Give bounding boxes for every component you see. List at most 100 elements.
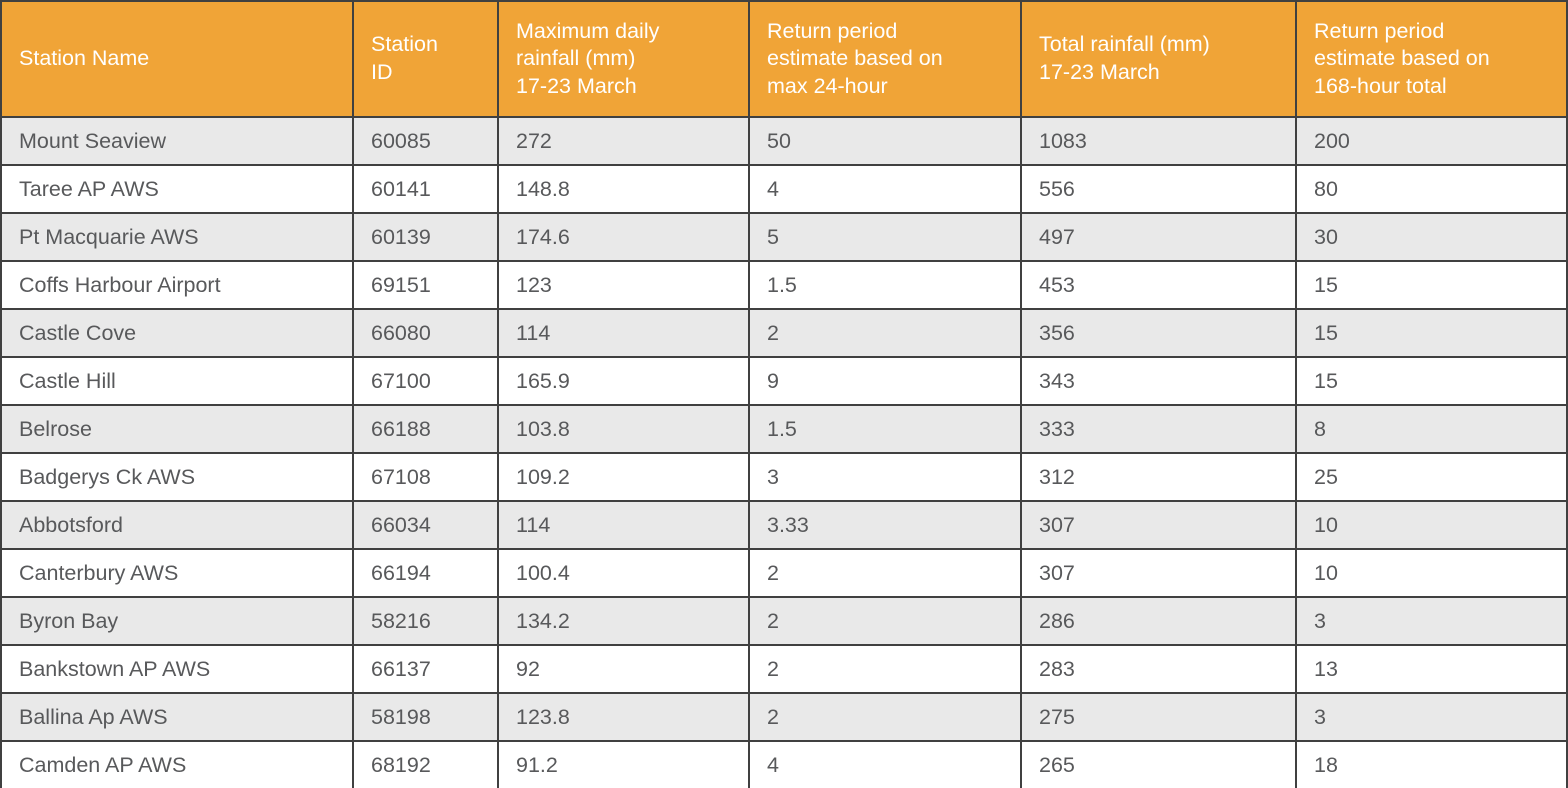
table-cell: 5 xyxy=(748,212,1022,262)
table-cell: 50 xyxy=(748,116,1022,166)
table-cell: 283 xyxy=(1020,644,1297,694)
table-cell: 272 xyxy=(497,116,750,166)
table-cell: 18 xyxy=(1295,740,1568,788)
table-cell: Castle Cove xyxy=(0,308,354,358)
table-cell: 69151 xyxy=(352,260,499,310)
table-cell: 2 xyxy=(748,644,1022,694)
table-cell: 343 xyxy=(1020,356,1297,406)
table-cell: Bankstown AP AWS xyxy=(0,644,354,694)
table-cell: 10 xyxy=(1295,548,1568,598)
table-cell: 114 xyxy=(497,500,750,550)
table-cell: 103.8 xyxy=(497,404,750,454)
column-header-return-period-24h: Return period estimate based on max 24-h… xyxy=(748,0,1022,118)
table-cell: 25 xyxy=(1295,452,1568,502)
table-cell: 15 xyxy=(1295,356,1568,406)
table-row: Ballina Ap AWS 58198 123.8 2 275 3 xyxy=(0,692,1568,742)
table-cell: 165.9 xyxy=(497,356,750,406)
table-cell: Coffs Harbour Airport xyxy=(0,260,354,310)
table-cell: 3 xyxy=(1295,596,1568,646)
table-cell: Camden AP AWS xyxy=(0,740,354,788)
table-cell: 66188 xyxy=(352,404,499,454)
table-cell: 3 xyxy=(748,452,1022,502)
table-row: Badgerys Ck AWS 67108 109.2 3 312 25 xyxy=(0,452,1568,502)
table-row: Castle Hill 67100 165.9 9 343 15 xyxy=(0,356,1568,406)
table-row: Camden AP AWS 68192 91.2 4 265 18 xyxy=(0,740,1568,788)
table-cell: 4 xyxy=(748,164,1022,214)
table-cell: Taree AP AWS xyxy=(0,164,354,214)
table-cell: Mount Seaview xyxy=(0,116,354,166)
table-cell: 66194 xyxy=(352,548,499,598)
table-row: Taree AP AWS 60141 148.8 4 556 80 xyxy=(0,164,1568,214)
table-cell: Badgerys Ck AWS xyxy=(0,452,354,502)
column-header-total-rainfall: Total rainfall (mm) 17-23 March xyxy=(1020,0,1297,118)
table-cell: 66080 xyxy=(352,308,499,358)
table-cell: 109.2 xyxy=(497,452,750,502)
table-cell: 92 xyxy=(497,644,750,694)
table-header: Station Name Station ID Maximum daily ra… xyxy=(0,0,1568,118)
table-cell: 4 xyxy=(748,740,1022,788)
table-cell: 307 xyxy=(1020,500,1297,550)
table-cell: 123 xyxy=(497,260,750,310)
table-cell: Pt Macquarie AWS xyxy=(0,212,354,262)
table-cell: 286 xyxy=(1020,596,1297,646)
table-cell: 174.6 xyxy=(497,212,750,262)
table-cell: 66034 xyxy=(352,500,499,550)
table-cell: 9 xyxy=(748,356,1022,406)
table-row: Canterbury AWS 66194 100.4 2 307 10 xyxy=(0,548,1568,598)
table-cell: 15 xyxy=(1295,308,1568,358)
table-cell: 60085 xyxy=(352,116,499,166)
table-cell: Ballina Ap AWS xyxy=(0,692,354,742)
table-cell: 2 xyxy=(748,692,1022,742)
table-cell: 275 xyxy=(1020,692,1297,742)
table-cell: 265 xyxy=(1020,740,1297,788)
table-cell: 8 xyxy=(1295,404,1568,454)
table-cell: 114 xyxy=(497,308,750,358)
table-cell: 356 xyxy=(1020,308,1297,358)
column-header-station-id: Station ID xyxy=(352,0,499,118)
table-cell: 60139 xyxy=(352,212,499,262)
table-cell: 67108 xyxy=(352,452,499,502)
table-cell: 91.2 xyxy=(497,740,750,788)
table-cell: 148.8 xyxy=(497,164,750,214)
table-cell: 15 xyxy=(1295,260,1568,310)
header-row: Station Name Station ID Maximum daily ra… xyxy=(0,0,1568,118)
table-cell: 134.2 xyxy=(497,596,750,646)
table-cell: 2 xyxy=(748,596,1022,646)
table-cell: 13 xyxy=(1295,644,1568,694)
table-cell: 60141 xyxy=(352,164,499,214)
table-cell: 2 xyxy=(748,548,1022,598)
table-cell: 80 xyxy=(1295,164,1568,214)
table-row: Castle Cove 66080 114 2 356 15 xyxy=(0,308,1568,358)
table-cell: 100.4 xyxy=(497,548,750,598)
table-row: Byron Bay 58216 134.2 2 286 3 xyxy=(0,596,1568,646)
table-cell: 68192 xyxy=(352,740,499,788)
table-row: Bankstown AP AWS 66137 92 2 283 13 xyxy=(0,644,1568,694)
table-cell: 200 xyxy=(1295,116,1568,166)
table-cell: 1.5 xyxy=(748,260,1022,310)
table-body: Mount Seaview 60085 272 50 1083 200 Taree AP A… xyxy=(0,116,1568,788)
table-cell: 123.8 xyxy=(497,692,750,742)
table-row: Mount Seaview 60085 272 50 1083 200 xyxy=(0,116,1568,166)
table-cell: Byron Bay xyxy=(0,596,354,646)
table-cell: 556 xyxy=(1020,164,1297,214)
table-cell: 453 xyxy=(1020,260,1297,310)
table-cell: 312 xyxy=(1020,452,1297,502)
table-cell: Abbotsford xyxy=(0,500,354,550)
table-row: Pt Macquarie AWS 60139 174.6 5 497 30 xyxy=(0,212,1568,262)
table-cell: Belrose xyxy=(0,404,354,454)
table-cell: 30 xyxy=(1295,212,1568,262)
column-header-return-period-168h: Return period estimate based on 168-hour… xyxy=(1295,0,1568,118)
column-header-max-daily-rainfall: Maximum daily rainfall (mm) 17-23 March xyxy=(497,0,750,118)
table-cell: 66137 xyxy=(352,644,499,694)
column-header-station-name: Station Name xyxy=(0,0,354,118)
table-cell: 58216 xyxy=(352,596,499,646)
table-cell: 3.33 xyxy=(748,500,1022,550)
table-cell: 333 xyxy=(1020,404,1297,454)
table-row: Abbotsford 66034 114 3.33 307 10 xyxy=(0,500,1568,550)
table-cell: 3 xyxy=(1295,692,1568,742)
table-cell: Canterbury AWS xyxy=(0,548,354,598)
table-cell: Castle Hill xyxy=(0,356,354,406)
table-cell: 67100 xyxy=(352,356,499,406)
